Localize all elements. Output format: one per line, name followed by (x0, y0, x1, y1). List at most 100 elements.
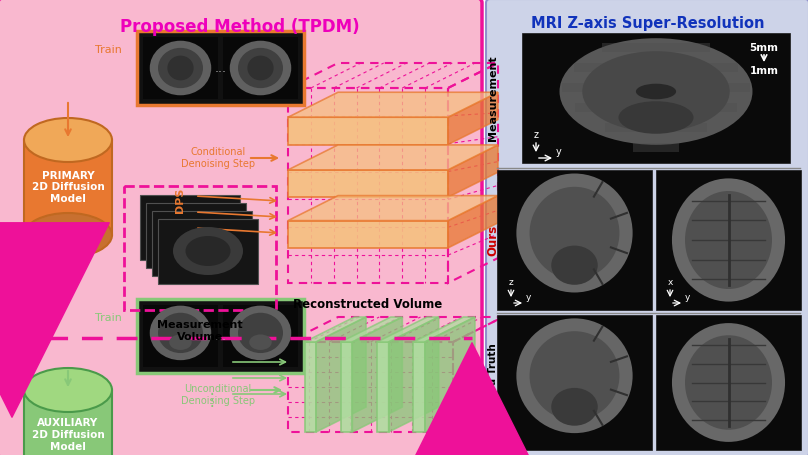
Ellipse shape (149, 306, 211, 360)
Ellipse shape (167, 219, 237, 267)
FancyBboxPatch shape (158, 219, 258, 284)
Polygon shape (288, 196, 498, 221)
Ellipse shape (238, 313, 283, 353)
Ellipse shape (247, 56, 274, 81)
Polygon shape (448, 92, 498, 145)
Ellipse shape (672, 323, 785, 442)
Ellipse shape (685, 335, 772, 430)
Ellipse shape (249, 334, 271, 350)
Bar (341, 342, 352, 432)
Text: z: z (534, 130, 539, 140)
Ellipse shape (551, 388, 598, 426)
Ellipse shape (685, 191, 772, 289)
Ellipse shape (24, 213, 112, 257)
Ellipse shape (179, 228, 225, 258)
Polygon shape (352, 317, 402, 432)
Ellipse shape (636, 84, 676, 99)
Text: DPS: DPS (175, 187, 185, 212)
FancyBboxPatch shape (0, 0, 482, 455)
Ellipse shape (229, 306, 291, 360)
Text: z: z (509, 278, 514, 287)
Bar (603, 43, 709, 52)
Ellipse shape (155, 203, 225, 251)
Text: ...: ... (214, 329, 226, 343)
Text: PRIMARY
2D Diffusion
Model: PRIMARY 2D Diffusion Model (32, 171, 104, 204)
Ellipse shape (583, 51, 730, 132)
Polygon shape (425, 317, 475, 432)
Bar (497, 315, 652, 450)
Ellipse shape (529, 187, 620, 279)
Polygon shape (448, 145, 498, 197)
Bar (288, 221, 448, 248)
Text: 5mm: 5mm (750, 43, 778, 53)
Ellipse shape (24, 118, 112, 162)
FancyBboxPatch shape (146, 203, 246, 268)
Ellipse shape (174, 220, 218, 250)
Ellipse shape (158, 313, 203, 353)
Polygon shape (448, 196, 498, 248)
Bar (574, 63, 739, 72)
Ellipse shape (173, 227, 243, 275)
Ellipse shape (167, 56, 194, 81)
Bar (288, 170, 448, 197)
Ellipse shape (551, 246, 598, 285)
Bar (633, 143, 680, 152)
Ellipse shape (149, 40, 211, 95)
Polygon shape (288, 92, 498, 117)
Ellipse shape (672, 178, 785, 302)
Text: y: y (526, 293, 532, 302)
Polygon shape (305, 317, 366, 342)
Polygon shape (377, 317, 439, 342)
Polygon shape (316, 317, 366, 432)
Text: Measurement: Measurement (488, 55, 498, 141)
Text: x: x (668, 278, 673, 287)
Ellipse shape (158, 48, 203, 88)
Text: Conditional
Denoising Step: Conditional Denoising Step (181, 147, 255, 169)
Ellipse shape (516, 173, 633, 293)
Text: 1mm: 1mm (750, 66, 778, 76)
FancyBboxPatch shape (223, 37, 298, 99)
FancyBboxPatch shape (223, 305, 298, 367)
Text: y: y (556, 147, 562, 157)
Text: Train: Train (95, 45, 121, 55)
Polygon shape (389, 317, 439, 432)
FancyBboxPatch shape (143, 305, 218, 367)
Text: MRI Z-axis Super-Resolution: MRI Z-axis Super-Resolution (531, 16, 764, 31)
Bar (377, 342, 389, 432)
Bar (656, 315, 801, 450)
Text: Proposed Method (TPDM): Proposed Method (TPDM) (120, 18, 360, 36)
Bar (24, 390, 112, 455)
Ellipse shape (167, 212, 213, 242)
Bar (656, 170, 801, 310)
Bar (305, 342, 316, 432)
Ellipse shape (559, 38, 752, 145)
Bar (562, 83, 750, 92)
FancyBboxPatch shape (152, 211, 252, 276)
Ellipse shape (618, 101, 693, 134)
FancyBboxPatch shape (140, 195, 240, 260)
Bar (522, 33, 790, 163)
Ellipse shape (516, 318, 633, 433)
Ellipse shape (229, 40, 291, 95)
Text: ⋮: ⋮ (204, 391, 221, 409)
Ellipse shape (161, 211, 231, 259)
Text: Measurement
Volume: Measurement Volume (158, 320, 243, 342)
Ellipse shape (186, 236, 230, 266)
Bar (288, 88, 448, 283)
FancyBboxPatch shape (137, 31, 304, 105)
Bar (497, 170, 652, 310)
FancyBboxPatch shape (143, 37, 218, 99)
Bar (575, 103, 737, 112)
Polygon shape (341, 317, 402, 342)
Ellipse shape (24, 368, 112, 412)
FancyBboxPatch shape (137, 299, 304, 373)
Ellipse shape (238, 48, 283, 88)
Polygon shape (288, 145, 498, 170)
Text: Ground Truth: Ground Truth (488, 343, 498, 421)
Text: Train: Train (95, 313, 121, 323)
Bar (414, 342, 425, 432)
Ellipse shape (169, 334, 191, 350)
Bar (604, 123, 707, 132)
Bar (24, 140, 112, 235)
Text: AUXILIARY
2D Diffusion
Model: AUXILIARY 2D Diffusion Model (32, 419, 104, 452)
